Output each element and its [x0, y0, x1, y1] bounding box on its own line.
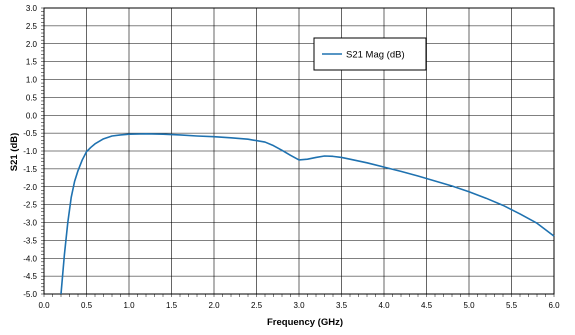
x-axis-ticks: 0.0 0.5 1.0 1.5 2.0 2.5 3.0 3.5 4.0 4.5 5.0 5.5 6.0: [38, 294, 560, 310]
y-axis-label: S21 (dB): [9, 133, 20, 172]
y-tick-label: 0.0: [26, 111, 38, 120]
x-axis-label: Frequency (GHz): [267, 317, 343, 328]
x-tick-label: 0.0: [38, 301, 50, 310]
y-tick-label: 0.5: [26, 93, 38, 102]
x-tick-label: 0.5: [81, 301, 93, 310]
y-tick-label: -2.5: [23, 201, 37, 210]
y-tick-label: -5.0: [23, 290, 37, 299]
x-tick-label: 6.0: [548, 301, 560, 310]
y-tick-label: 3.0: [26, 4, 38, 13]
y-tick-label: -4.0: [23, 254, 37, 263]
y-tick-label: -2.0: [23, 183, 37, 192]
legend-entry-label: S21 Mag (dB): [346, 50, 405, 61]
x-tick-label: 2.5: [251, 301, 263, 310]
x-tick-label: 5.5: [506, 301, 518, 310]
legend: S21 Mag (dB): [313, 37, 427, 71]
x-tick-label: 4.5: [421, 301, 433, 310]
y-tick-label: -0.5: [23, 129, 37, 138]
x-tick-label: 3.0: [293, 301, 305, 310]
y-axis-ticks: 3.0 2.5 2.0 1.5 1.0 0.5 0.0 -0.5 -1.0 -1.5 -2.0 -2.…: [23, 4, 44, 299]
series-layer: [60, 133, 555, 295]
grid: [43, 7, 555, 295]
y-tick-label: 1.5: [26, 58, 38, 67]
y-tick-label: -1.0: [23, 147, 37, 156]
x-tick-label: 2.0: [208, 301, 220, 310]
y-tick-label: -1.5: [23, 165, 37, 174]
y-tick-label: -3.5: [23, 236, 37, 245]
x-tick-label: 5.0: [463, 301, 475, 310]
y-tick-label: 2.5: [26, 22, 38, 31]
x-tick-label: 1.0: [123, 301, 135, 310]
x-tick-label: 3.5: [336, 301, 348, 310]
y-tick-label: -3.0: [23, 219, 37, 228]
x-tick-label: 4.0: [378, 301, 390, 310]
y-tick-label: 1.0: [26, 76, 38, 85]
y-tick-label: 2.0: [26, 40, 38, 49]
y-tick-label: -4.5: [23, 272, 37, 281]
series-line-s21-mag: [60, 133, 555, 295]
x-tick-label: 1.5: [166, 301, 178, 310]
